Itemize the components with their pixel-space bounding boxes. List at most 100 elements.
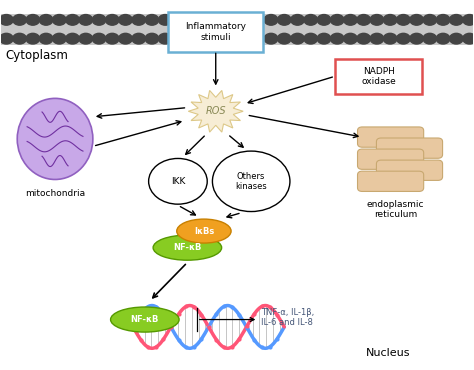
Circle shape <box>357 33 371 44</box>
Circle shape <box>185 33 199 44</box>
Circle shape <box>149 158 207 204</box>
Circle shape <box>53 14 66 25</box>
Circle shape <box>172 33 185 44</box>
Circle shape <box>39 33 53 44</box>
Text: mitochondria: mitochondria <box>25 189 85 198</box>
Circle shape <box>317 14 331 25</box>
Ellipse shape <box>17 98 93 179</box>
Circle shape <box>66 33 79 44</box>
Circle shape <box>225 33 238 44</box>
Text: Cytoplasm: Cytoplasm <box>5 48 68 62</box>
Circle shape <box>463 33 474 44</box>
Circle shape <box>39 14 53 25</box>
Text: endoplasmic
reticulum: endoplasmic reticulum <box>366 200 424 219</box>
Bar <box>0 14 474 45</box>
Circle shape <box>26 33 40 44</box>
Circle shape <box>132 14 146 25</box>
Circle shape <box>251 33 264 44</box>
Circle shape <box>79 33 92 44</box>
Circle shape <box>383 33 397 44</box>
Ellipse shape <box>110 307 179 332</box>
Text: NF-κB: NF-κB <box>131 315 159 324</box>
Circle shape <box>0 33 13 44</box>
Circle shape <box>26 14 40 25</box>
Circle shape <box>277 33 291 44</box>
Circle shape <box>344 33 357 44</box>
Circle shape <box>277 14 291 25</box>
Circle shape <box>225 14 238 25</box>
Circle shape <box>410 33 423 44</box>
Circle shape <box>449 14 463 25</box>
Ellipse shape <box>177 219 231 243</box>
Circle shape <box>198 33 212 44</box>
Circle shape <box>330 33 344 44</box>
Text: IKK: IKK <box>171 177 185 186</box>
Circle shape <box>449 33 463 44</box>
Circle shape <box>370 14 384 25</box>
FancyBboxPatch shape <box>376 160 443 181</box>
Circle shape <box>383 14 397 25</box>
Circle shape <box>212 151 290 212</box>
Circle shape <box>463 14 474 25</box>
Circle shape <box>423 14 437 25</box>
Circle shape <box>330 14 344 25</box>
Text: NF-κB: NF-κB <box>173 243 201 252</box>
Circle shape <box>118 14 132 25</box>
Circle shape <box>211 14 225 25</box>
Circle shape <box>92 14 106 25</box>
Text: Nucleus: Nucleus <box>366 348 410 358</box>
Circle shape <box>436 33 450 44</box>
Circle shape <box>291 33 304 44</box>
Text: Inflammatory
stimuli: Inflammatory stimuli <box>185 22 246 42</box>
Circle shape <box>423 33 437 44</box>
Text: NADPH
oxidase: NADPH oxidase <box>361 67 396 86</box>
Circle shape <box>238 33 251 44</box>
Polygon shape <box>188 90 243 132</box>
Circle shape <box>13 14 27 25</box>
Circle shape <box>66 14 79 25</box>
FancyBboxPatch shape <box>357 171 424 191</box>
Circle shape <box>238 14 251 25</box>
Circle shape <box>92 33 106 44</box>
Circle shape <box>0 14 13 25</box>
Circle shape <box>410 14 423 25</box>
Text: ROS: ROS <box>205 106 226 116</box>
Circle shape <box>304 14 318 25</box>
Circle shape <box>172 14 185 25</box>
Circle shape <box>132 33 146 44</box>
Circle shape <box>304 33 318 44</box>
Circle shape <box>105 14 119 25</box>
Circle shape <box>158 33 172 44</box>
Text: TNF-α, IL-1β,
IL-6 and IL-8: TNF-α, IL-1β, IL-6 and IL-8 <box>261 308 314 327</box>
Circle shape <box>105 33 119 44</box>
Circle shape <box>185 14 199 25</box>
Circle shape <box>264 14 278 25</box>
FancyBboxPatch shape <box>357 127 424 147</box>
Circle shape <box>145 33 159 44</box>
FancyBboxPatch shape <box>376 138 443 158</box>
Circle shape <box>251 14 264 25</box>
Circle shape <box>317 33 331 44</box>
Circle shape <box>13 33 27 44</box>
FancyBboxPatch shape <box>168 12 263 52</box>
Circle shape <box>79 14 92 25</box>
Circle shape <box>397 33 410 44</box>
Text: Others
kinases: Others kinases <box>235 172 267 191</box>
Circle shape <box>198 14 212 25</box>
Circle shape <box>357 14 371 25</box>
Circle shape <box>53 33 66 44</box>
Circle shape <box>436 14 450 25</box>
Circle shape <box>158 14 172 25</box>
Circle shape <box>145 14 159 25</box>
Circle shape <box>118 33 132 44</box>
Circle shape <box>370 33 384 44</box>
Circle shape <box>291 14 304 25</box>
FancyBboxPatch shape <box>357 149 424 169</box>
Text: IκBs: IκBs <box>194 226 214 236</box>
Circle shape <box>397 14 410 25</box>
Ellipse shape <box>153 235 222 260</box>
Circle shape <box>344 14 357 25</box>
Circle shape <box>211 33 225 44</box>
Circle shape <box>264 33 278 44</box>
FancyBboxPatch shape <box>335 59 422 94</box>
